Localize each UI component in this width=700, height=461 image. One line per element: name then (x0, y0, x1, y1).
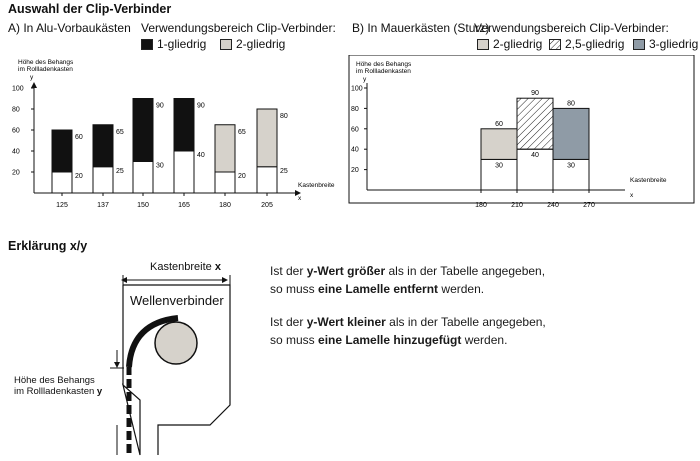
explanation-para-2: Ist der y-Wert kleiner als in der Tabell… (270, 315, 546, 347)
x-axis-label: Kastenbreite (630, 177, 667, 184)
bar-3-gliedrig (552, 107, 590, 160)
bar-upper-label: 60 (75, 134, 83, 141)
x-tick-label: 180 (475, 202, 487, 209)
bar-upper-label: 60 (495, 121, 503, 128)
section-b-legend-title: Verwendungsbereich Clip-Verbinder: (474, 21, 669, 35)
bar-upper-label: 90 (156, 103, 164, 110)
y-axis-var: y (30, 74, 34, 81)
height-label: Höhe des Behangs im Rollladenkasten y (14, 375, 102, 397)
bar-lower-label: 30 (156, 163, 164, 170)
bar-lower (214, 171, 236, 194)
legend-swatch-3-gliedrig (633, 39, 645, 50)
bar-1-gliedrig (173, 98, 195, 152)
legend-swatch-1-gliedrig (141, 39, 153, 50)
bar-lower (51, 171, 73, 194)
bar-lower (480, 158, 518, 191)
bar-lower-label: 20 (238, 173, 246, 180)
x-tick-label: 180 (219, 202, 231, 209)
y-axis-var: y (363, 76, 367, 83)
y-axis-label-line2: im Rollladenkasten (18, 66, 73, 73)
bar-1-gliedrig (92, 124, 114, 168)
legend-label-3-gliedrig: 3-gliedrig (649, 37, 699, 51)
bar-upper-label: 65 (116, 129, 124, 136)
bar-lower-label: 40 (197, 152, 205, 159)
x-tick-label: 150 (137, 202, 149, 209)
height-label-line2: im Rollladenkasten (14, 386, 95, 397)
bar-2,5-gliedrig (516, 97, 554, 150)
bar-1-gliedrig (51, 129, 73, 173)
bar-upper-label: 65 (238, 129, 246, 136)
y-tick-label: 60 (12, 128, 20, 135)
bar-2-gliedrig (214, 124, 236, 173)
bar-lower-label: 30 (495, 162, 503, 169)
explanation-para-1: Ist der y-Wert größer als in der Tabelle… (270, 264, 546, 296)
y-tick-label: 100 (351, 86, 363, 93)
bar-lower (516, 148, 554, 191)
y-tick-label: 80 (12, 107, 20, 114)
legend-label-2-gliedrig-b: 2-gliedrig (493, 37, 543, 51)
y-axis-label-line2: im Rollladenkasten (356, 68, 411, 75)
x-tick-label: 125 (56, 202, 68, 209)
x-tick-label: 165 (178, 202, 190, 209)
y-tick-label: 80 (351, 106, 359, 113)
y-axis-label-line1: Höhe des Behangs (356, 61, 412, 68)
bar-lower (92, 166, 114, 194)
box-diagram (110, 275, 231, 456)
x-axis-label: Kastenbreite (298, 182, 335, 189)
box-width-var: x (214, 261, 221, 273)
box-outline (121, 284, 231, 456)
x-axis-var: x (630, 192, 634, 199)
x-axis-var: x (298, 195, 302, 202)
bar-2-gliedrig (480, 128, 518, 160)
bar-lower (256, 166, 278, 194)
bar-1-gliedrig (132, 98, 154, 162)
x-tick-label: 137 (97, 202, 109, 209)
bar-lower-label: 25 (280, 168, 288, 175)
box-width-label: Kastenbreite x (150, 261, 221, 273)
page-title: Auswahl der Clip-Verbinder (8, 2, 172, 16)
curtain-curve (126, 315, 179, 368)
bar-upper-label: 90 (197, 103, 205, 110)
section-a-label: A) In Alu-Vorbaukästen (8, 21, 131, 35)
legend-label-1-gliedrig: 1-gliedrig (157, 37, 207, 51)
x-tick-label: 210 (511, 202, 523, 209)
y-tick-label: 40 (12, 149, 20, 156)
legend-label-2-5-gliedrig: 2,5-gliedrig (565, 37, 625, 51)
bar-lower (132, 161, 154, 194)
y-tick-label: 60 (351, 126, 359, 133)
y-tick-label: 40 (351, 147, 359, 154)
shaft-connector-label: Wellenverbinder (129, 293, 225, 308)
y-tick-label: 20 (12, 170, 20, 177)
bar-2-gliedrig (256, 108, 278, 168)
bar-lower-label: 40 (531, 152, 539, 159)
bar-lower-label: 20 (75, 173, 83, 180)
bar-lower-label: 30 (567, 162, 575, 169)
y-tick-label: 20 (351, 167, 359, 174)
y-tick-label: 100 (12, 86, 24, 93)
shaft-circle (154, 321, 198, 365)
explanation-heading: Erklärung x/y (8, 239, 88, 253)
bar-lower (552, 158, 590, 191)
section-a-legend-title: Verwendungsbereich Clip-Verbinder: (141, 21, 336, 35)
y-axis-label-line1: Höhe des Behangs (18, 59, 74, 66)
legend-swatch-2-gliedrig-b (477, 39, 489, 50)
bar-lower (173, 150, 195, 194)
bar-upper-label: 90 (531, 90, 539, 97)
x-tick-label: 240 (547, 202, 559, 209)
x-tick-label: 205 (261, 202, 273, 209)
section-b-label: B) In Mauerkästen (Sturz) (352, 21, 490, 35)
height-label-var: y (96, 386, 103, 397)
bar-upper-label: 80 (280, 113, 288, 120)
bar-lower-label: 25 (116, 168, 124, 175)
chart-b-frame (348, 55, 695, 204)
height-label-line1: Höhe des Behangs (14, 375, 95, 386)
legend-swatch-2-5-gliedrig (549, 39, 561, 50)
x-tick-label: 270 (583, 202, 595, 209)
bar-upper-label: 80 (567, 100, 575, 107)
box-width-text: Kastenbreite (150, 261, 212, 273)
legend-label-2-gliedrig: 2-gliedrig (236, 37, 286, 51)
legend-swatch-2-gliedrig (220, 39, 232, 50)
